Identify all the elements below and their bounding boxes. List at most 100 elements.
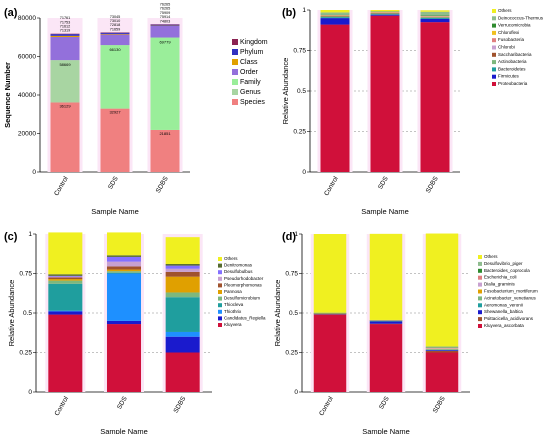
- legend-label: Order: [240, 69, 259, 76]
- legend-swatch: [218, 309, 222, 314]
- legend: Others Desulfovibrio_piger Bacteroides_cop…: [478, 254, 538, 328]
- legend-label: Chlorobi: [498, 45, 515, 50]
- bar-segment: [320, 10, 350, 13]
- bar-segment: [420, 17, 450, 18]
- data-label: 69779: [159, 40, 171, 45]
- bar-segment: [48, 311, 83, 315]
- bar-segment: [100, 108, 130, 172]
- panel-c: (c) 0 0.25 0.5 0.75 1 Control SDS SDBS Sample Na…: [4, 231, 266, 434]
- data-label: 74803: [160, 19, 171, 23]
- y-tick-label: 0: [32, 169, 36, 176]
- legend-label: Desulfovibrio_piger: [484, 261, 523, 266]
- x-axis-label: Sample Name: [362, 427, 410, 434]
- bar-segment: [106, 272, 142, 274]
- bar-segment: [420, 22, 450, 173]
- bar-segment: [100, 33, 130, 35]
- y-axis-label: Sequence Number: [3, 62, 12, 128]
- legend-swatch: [232, 39, 238, 45]
- x-tick-label: SDS: [116, 395, 129, 411]
- y-tick-label: 1: [294, 231, 298, 238]
- legend-swatch: [232, 99, 238, 105]
- bar-segment: [425, 350, 459, 351]
- legend-label: Fusobacterium_mortiferum: [484, 289, 538, 294]
- y-tick-label: 0.5: [23, 310, 32, 317]
- legend-label: Verrucomicrobia: [498, 23, 531, 28]
- data-label: 72818: [110, 23, 121, 27]
- x-tick-label: Control: [323, 175, 340, 197]
- y-tick-label: 40000: [18, 92, 36, 99]
- data-label: 21851: [159, 131, 171, 136]
- bar-segment: [369, 233, 403, 320]
- legend-swatch: [492, 60, 496, 65]
- legend-label: Bacteroidetes: [498, 66, 526, 71]
- legend-swatch: [492, 38, 496, 43]
- legend-swatch: [232, 69, 238, 75]
- legend-label: Denitromonas: [224, 263, 253, 268]
- legend-swatch: [218, 276, 222, 281]
- bar-segment: [50, 60, 80, 103]
- legend-label: Desulfomicrobium: [224, 296, 260, 301]
- x-tick-label: SDS: [107, 175, 120, 191]
- data-label: 66130: [109, 47, 121, 52]
- legend-swatch: [492, 30, 496, 35]
- legend-label: Kluyvera: [224, 322, 242, 327]
- panel-a: (a) 0 20000 40000 60000 80000 Control 71761717…: [3, 2, 268, 216]
- legend-label: Shewanella_baltica: [484, 309, 523, 314]
- y-tick-label: 0.75: [19, 271, 32, 278]
- y-tick-label: 0.75: [285, 271, 298, 278]
- bar-segment: [106, 261, 142, 267]
- y-tick-label: 0.5: [289, 310, 298, 317]
- bar-segment: [425, 350, 459, 353]
- legend-swatch: [478, 310, 482, 315]
- data-label: 71753: [60, 20, 71, 24]
- bar-segment: [320, 24, 350, 172]
- legend-label: Others: [484, 254, 498, 259]
- legend-swatch: [218, 257, 222, 261]
- legend-label: Kingdom: [240, 39, 268, 46]
- legend-swatch: [478, 282, 482, 287]
- bar-segment: [165, 292, 200, 298]
- bar-segment: [370, 10, 400, 12]
- legend-label: Class: [240, 59, 258, 66]
- legend-label: Chloroflexi: [498, 30, 519, 35]
- legend-swatch: [478, 303, 482, 308]
- bar-segment: [165, 268, 200, 272]
- legend-label: Pseudorhodobacter: [224, 276, 264, 281]
- bar-segment: [150, 37, 180, 130]
- legend-swatch: [492, 9, 496, 13]
- x-tick-label: Control: [318, 395, 335, 417]
- y-tick-label: 0.25: [19, 350, 32, 357]
- y-axis-label: Relative Abundance: [7, 280, 16, 347]
- bar-segment: [150, 129, 180, 172]
- x-tick-label: SDS: [378, 395, 391, 411]
- data-label: 32927: [109, 110, 121, 115]
- y-tick-label: 1: [28, 231, 32, 238]
- bar-segment: [106, 256, 142, 262]
- bar-segment: [50, 102, 80, 172]
- bar-segment: [106, 271, 142, 273]
- bar-segment: [106, 273, 142, 321]
- bar-segment: [420, 11, 450, 16]
- legend-swatch: [478, 275, 482, 280]
- bar-segment: [425, 233, 459, 347]
- legend-label: Phylum: [240, 49, 264, 56]
- y-tick-label: 0.5: [297, 88, 306, 95]
- legend-label: Others: [498, 8, 512, 13]
- legend-label: Saccharibacteria: [498, 52, 532, 57]
- legend-swatch: [492, 67, 496, 72]
- y-tick-label: 0: [302, 169, 306, 176]
- x-axis-label: Sample Name: [100, 427, 148, 434]
- bar-segment: [320, 12, 350, 15]
- legend-swatch: [478, 261, 482, 266]
- data-label: 71761: [60, 16, 71, 20]
- legend-label: Escherichia_coli: [484, 275, 517, 280]
- x-tick-label: SDBS: [172, 395, 187, 414]
- bar-segment: [48, 310, 83, 312]
- x-axis-label: Sample Name: [361, 207, 409, 216]
- panel-label: (b): [282, 7, 296, 19]
- bar-segment: [150, 25, 180, 38]
- bar-segment: [48, 275, 83, 277]
- panel-label: (a): [4, 7, 18, 19]
- data-label: 36129: [59, 103, 71, 108]
- panel-label: (d): [282, 231, 296, 243]
